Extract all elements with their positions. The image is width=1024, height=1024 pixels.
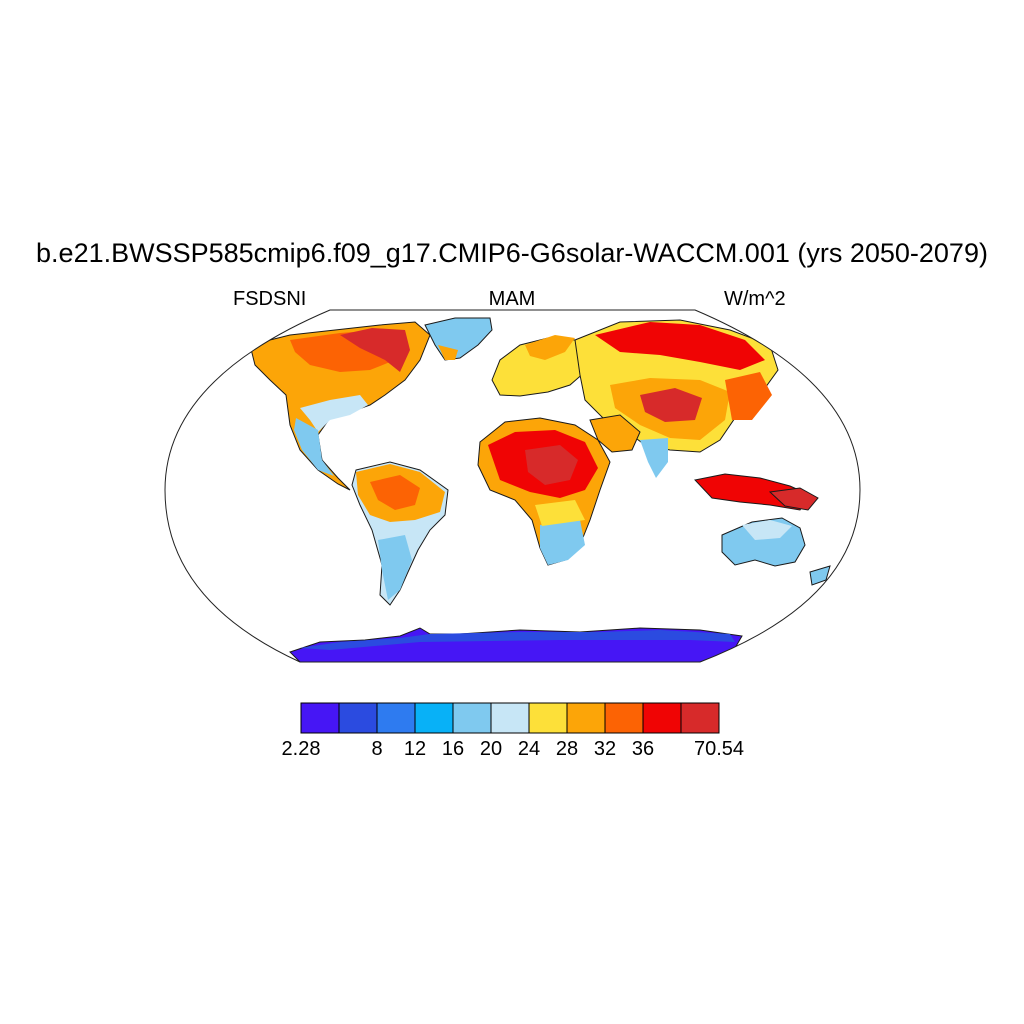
tibet-red bbox=[640, 388, 702, 422]
colorbar-tick-label: 20 bbox=[479, 738, 503, 760]
new-guinea bbox=[768, 487, 819, 511]
colorbar-box bbox=[528, 702, 568, 734]
scandinavia bbox=[525, 335, 575, 360]
colorbar-tick-label: 24 bbox=[517, 738, 541, 760]
south-asia-blue bbox=[640, 438, 668, 478]
sahara-core bbox=[525, 445, 578, 485]
colorbar-tick-label: 16 bbox=[441, 738, 465, 760]
colorbar-box bbox=[642, 702, 682, 734]
land-field bbox=[249, 317, 831, 662]
sa-south-blue bbox=[378, 535, 412, 600]
australia-north bbox=[742, 520, 792, 540]
africa-yellow-band bbox=[535, 500, 585, 526]
map-border bbox=[164, 309, 861, 663]
colorbar-box bbox=[338, 702, 378, 734]
new-zealand bbox=[809, 565, 831, 586]
colorbar-tick-label: 12 bbox=[403, 738, 427, 760]
colorbar-box bbox=[490, 702, 530, 734]
plot-title: b.e21.BWSSP585cmip6.f09_g17.CMIP6-G6sola… bbox=[36, 238, 988, 268]
colorbar bbox=[300, 702, 720, 734]
greenland-south bbox=[438, 345, 458, 360]
na-east-blue bbox=[300, 395, 368, 432]
colorbar-box bbox=[604, 702, 644, 734]
siberia-red bbox=[595, 322, 765, 370]
sa-core-red bbox=[370, 475, 420, 510]
na-arctic-red bbox=[340, 328, 410, 372]
colorbar-box bbox=[376, 702, 416, 734]
east-asia-orange bbox=[725, 372, 772, 420]
season-label: MAM bbox=[488, 288, 536, 310]
southern-africa-blue bbox=[540, 520, 585, 565]
antarctica-coast-band bbox=[300, 630, 735, 650]
colorbar-tick-label: 70.54 bbox=[693, 738, 745, 760]
greenland bbox=[424, 317, 493, 361]
colorbar-tick-label: 8 bbox=[371, 738, 383, 760]
colorbar-tick-label: 28 bbox=[555, 738, 579, 760]
arabia bbox=[589, 414, 641, 453]
colorbar-tick-label: 32 bbox=[593, 738, 617, 760]
colorbar-box bbox=[452, 702, 492, 734]
colorbar-box bbox=[566, 702, 606, 734]
units-label: W/m^2 bbox=[724, 288, 786, 310]
colorbar-box bbox=[680, 702, 720, 734]
na-south-blue bbox=[294, 418, 334, 476]
colorbar-box bbox=[414, 702, 454, 734]
colorbar-box bbox=[300, 702, 340, 734]
colorbar-tick-label: 36 bbox=[631, 738, 655, 760]
colorbar-tick-label: 2.28 bbox=[281, 738, 321, 760]
variable-label: FSDSNI bbox=[233, 288, 307, 310]
